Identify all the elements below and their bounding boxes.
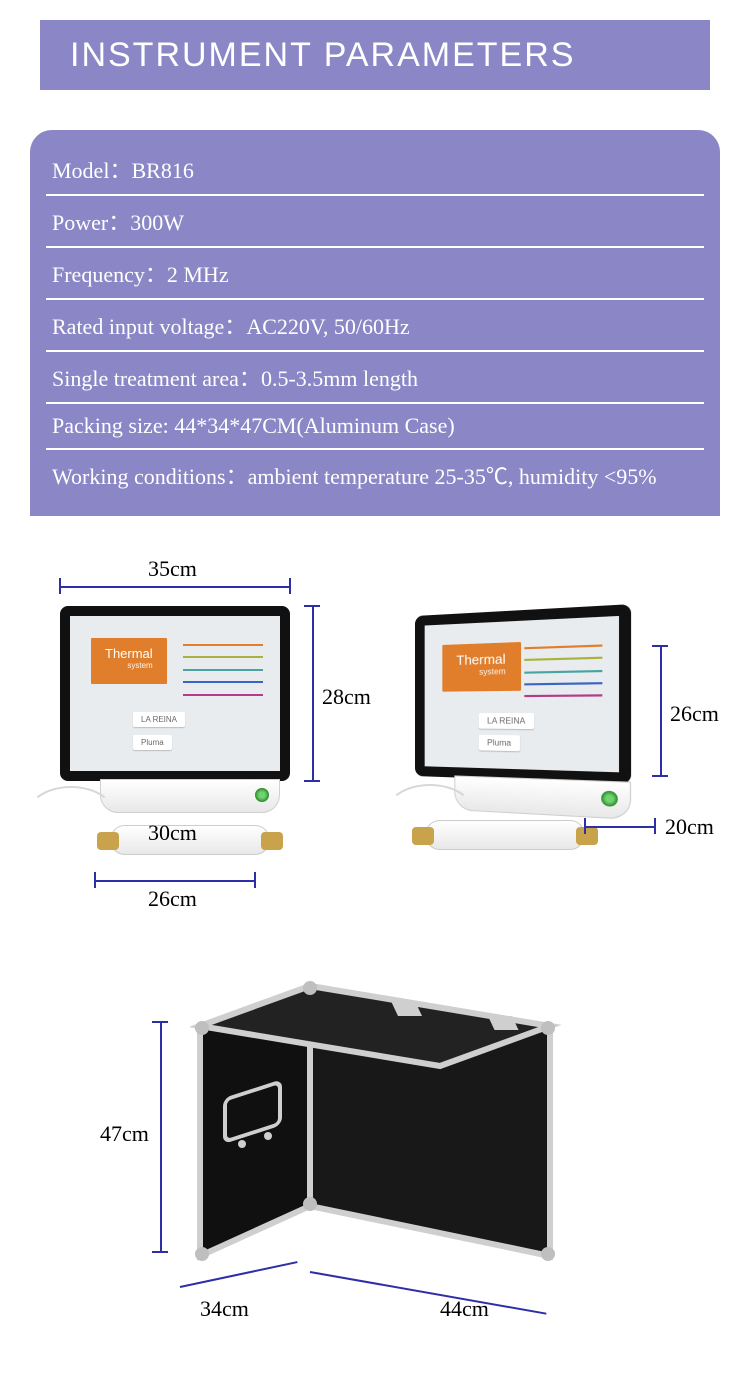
device-dimension-diagrams: 35cm Thermal system LA REINA Pluma [0, 566, 750, 926]
device-screen: Thermal system LA REINA Pluma [70, 616, 280, 771]
param-key: Model [52, 158, 109, 183]
dimension-cap [652, 645, 668, 647]
param-value: 300W [130, 210, 184, 235]
dimension-label: 20cm [665, 814, 714, 840]
parameters-table: Model：BR816 Power：300W Frequency：2 MHz R… [30, 130, 720, 516]
case-icon [190, 956, 570, 1316]
screen-thermal-tag: Thermal system [442, 642, 520, 692]
dimension-cap [152, 1021, 168, 1023]
screen-stripe [183, 681, 263, 683]
param-value: ambient temperature 25-35℃, humidity <95… [248, 464, 657, 489]
param-value: 2 MHz [167, 262, 229, 287]
dimension-cap [59, 578, 61, 594]
screen-stripe [525, 694, 602, 697]
param-sep: ： [108, 210, 130, 235]
param-key: Frequency [52, 262, 145, 287]
param-key: Power [52, 210, 108, 235]
param-key: Single treatment area [52, 366, 239, 391]
dimension-line [585, 826, 655, 828]
device-screen: Thermal system LA REINA Pluma [425, 616, 619, 772]
param-key: Packing size [52, 413, 163, 438]
dimension-label: 28cm [322, 684, 371, 710]
dimension-label: 26cm [670, 701, 719, 727]
param-value: 44*34*47CM(Aluminum Case) [174, 413, 455, 438]
dimension-cap [289, 578, 291, 594]
screen-stripe [525, 682, 602, 685]
dimension-line [312, 606, 314, 781]
dimension-cap [94, 872, 96, 888]
dimension-cap [304, 780, 320, 782]
param-sep: ： [224, 314, 246, 339]
device-side-view: Thermal system LA REINA Pluma [415, 616, 655, 850]
dimension-label: 35cm [148, 556, 197, 582]
table-row: Packing size: 44*34*47CM(Aluminum Case) [46, 404, 704, 450]
device-handpiece [425, 820, 585, 850]
aluminum-case [190, 956, 570, 1316]
screen-stripe [183, 656, 263, 658]
screen-stripe [183, 694, 263, 696]
device-stand [454, 775, 631, 819]
dimension-label: 44cm [440, 1296, 489, 1322]
header-banner: INSTRUMENT PARAMETERS [40, 20, 710, 90]
device-front-view: 35cm Thermal system LA REINA Pluma [60, 606, 320, 855]
screen-button: Pluma [133, 735, 172, 750]
param-value: 0.5-3.5mm length [261, 366, 418, 391]
thermal-subtext: system [456, 667, 505, 676]
screen-button: LA REINA [479, 713, 534, 729]
table-row: Frequency：2 MHz [46, 248, 704, 300]
table-row: Rated input voltage：AC220V, 50/60Hz [46, 300, 704, 352]
dimension-label: 30cm [148, 820, 197, 846]
dimension-cap [652, 775, 668, 777]
dimension-cap [152, 1251, 168, 1253]
param-value: BR816 [131, 158, 193, 183]
param-sep: ： [239, 366, 261, 391]
param-sep: ： [109, 158, 131, 183]
dimension-label: 47cm [100, 1121, 149, 1147]
dimension-line [60, 586, 290, 588]
param-value: AC220V, 50/60Hz [246, 314, 409, 339]
device-monitor: Thermal system LA REINA Pluma [415, 604, 631, 784]
dimension-label: 34cm [200, 1296, 249, 1322]
param-key: Working conditions [52, 464, 226, 489]
dimension-cap [654, 818, 656, 834]
param-sep: ： [226, 464, 248, 489]
screen-stripe [525, 669, 602, 673]
dimension-label: 26cm [148, 886, 197, 912]
param-sep: ： [145, 262, 167, 287]
screen-button: Pluma [479, 735, 520, 751]
page-title: INSTRUMENT PARAMETERS [70, 36, 575, 75]
packing-case-diagram: 47cm 34cm 44cm [0, 926, 750, 1386]
dimension-line [95, 880, 255, 882]
table-row: Model：BR816 [46, 144, 704, 196]
table-row: Working conditions：ambient temperature 2… [46, 450, 704, 500]
dimension-line [660, 646, 662, 776]
device-stand [100, 779, 280, 813]
screen-thermal-tag: Thermal system [91, 638, 167, 684]
table-row: Power：300W [46, 196, 704, 248]
device-monitor: Thermal system LA REINA Pluma [60, 606, 290, 781]
thermal-subtext: system [105, 662, 153, 670]
screen-stripe [525, 645, 602, 650]
dimension-cap [254, 872, 256, 888]
thermal-text: Thermal [105, 646, 153, 661]
screen-stripe [525, 657, 602, 661]
screen-stripe [183, 669, 263, 671]
thermal-text: Thermal [456, 651, 505, 668]
dimension-cap [304, 605, 320, 607]
screen-button: LA REINA [133, 712, 185, 727]
dimension-cap [584, 818, 586, 834]
dimension-line [160, 1022, 162, 1252]
param-sep: : [163, 413, 175, 438]
table-row: Single treatment area：0.5-3.5mm length [46, 352, 704, 404]
param-key: Rated input voltage [52, 314, 224, 339]
screen-stripe [183, 644, 263, 646]
